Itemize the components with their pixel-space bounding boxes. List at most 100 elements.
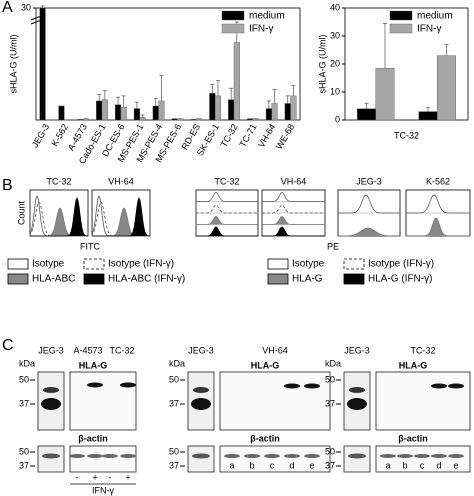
y-tick-label: 20 (330, 58, 340, 68)
bar (375, 67, 395, 121)
target-label: HLA-G (251, 360, 280, 370)
band (193, 387, 209, 393)
plot-frame (35, 7, 301, 121)
marker-label: 37 (325, 460, 335, 470)
bar (133, 108, 140, 121)
bar (284, 103, 291, 121)
band (448, 383, 464, 389)
y-axis-label: sHLA-G (U/ml) (8, 35, 18, 94)
treatment-sign: - (109, 472, 112, 482)
bar (209, 93, 216, 121)
marker-label: 37 (169, 460, 179, 470)
y-tick-label: 30 (21, 2, 31, 12)
target-label: HLA-G (399, 360, 428, 370)
loading-label: β-actin (78, 433, 108, 443)
band (244, 454, 260, 458)
band (43, 387, 59, 393)
legend-label: medium (249, 11, 285, 22)
kda-label: kDa (19, 358, 35, 368)
target-label: HLA-G (79, 360, 108, 370)
x-tick-label: JEG-3 (30, 122, 51, 149)
panel-label: A (2, 0, 13, 16)
band (304, 454, 320, 458)
treatment-sign: + (92, 472, 97, 482)
band (431, 383, 447, 389)
kda-label: kDa (169, 358, 185, 368)
band (397, 454, 413, 458)
lane-letter: e (453, 460, 458, 470)
histogram (92, 196, 151, 237)
marker-label: 50 (19, 374, 29, 384)
histogram-title: K-562 (426, 176, 450, 186)
x-tick-label: WE-68 (274, 122, 296, 151)
band (192, 453, 210, 459)
band (102, 454, 118, 458)
bar (58, 105, 65, 121)
band (191, 398, 211, 410)
histogram (406, 194, 470, 214)
lane-label: TC-32 (410, 345, 435, 355)
bar (158, 100, 165, 121)
band (284, 454, 300, 458)
legend-label: HLA-ABC (32, 274, 75, 285)
band (120, 454, 136, 458)
band (87, 454, 103, 458)
bar (139, 117, 146, 121)
band (120, 382, 136, 388)
blot (375, 371, 471, 431)
legend-swatch (221, 23, 245, 34)
lane-letter: b (249, 460, 254, 470)
bar (418, 111, 438, 121)
band (349, 387, 365, 393)
bar (271, 103, 278, 121)
lane-letter: b (402, 460, 407, 470)
y-tick-label: 0 (335, 114, 340, 124)
legend-label: medium (417, 11, 453, 22)
band (448, 454, 464, 458)
legend-swatch (267, 273, 289, 285)
histogram-title: JEG-3 (356, 176, 382, 186)
marker-label: 37 (19, 460, 29, 470)
marker-label: 50 (325, 374, 335, 384)
y-tick-label: 40 (330, 2, 340, 12)
histogram (262, 204, 325, 214)
bar (357, 108, 376, 121)
histogram (338, 194, 400, 214)
marker-label: 50 (325, 446, 335, 456)
band (87, 382, 103, 388)
lane-label: JEG-3 (188, 345, 214, 355)
kda-label: kDa (325, 358, 341, 368)
blot (375, 445, 471, 473)
marker-label: 50 (19, 446, 29, 456)
lane-letter: d (289, 460, 294, 470)
band (347, 398, 367, 410)
histogram (262, 226, 325, 237)
legend-label: Isotype (32, 259, 65, 270)
bar (152, 105, 159, 121)
histogram (338, 227, 400, 237)
lane-label: JEG-3 (38, 345, 64, 355)
treatment-sign: + (125, 472, 130, 482)
legend-label: Isotype (IFN-γ) (368, 259, 434, 270)
y-tick-label: 30 (330, 30, 340, 40)
band (284, 383, 300, 389)
lane-letter: c (420, 460, 425, 470)
legend-swatch (83, 258, 105, 270)
lane-label: A-4573 (73, 345, 102, 355)
blot (187, 445, 215, 473)
y-axis-label: sHLA-G (U/ml) (317, 35, 327, 94)
band (414, 454, 430, 458)
legend-label: Isotype (IFN-γ) (108, 259, 174, 270)
lane-letter: e (309, 460, 314, 470)
legend-swatch (7, 273, 29, 285)
legend-swatch (343, 273, 365, 285)
bar (214, 95, 221, 121)
band (304, 383, 320, 389)
bar (290, 95, 297, 121)
marker-label: 37 (325, 398, 335, 408)
bar (114, 104, 122, 121)
x-axis-label: PE (327, 241, 339, 251)
lane-label: JEG-3 (344, 345, 370, 355)
blot (219, 371, 331, 431)
